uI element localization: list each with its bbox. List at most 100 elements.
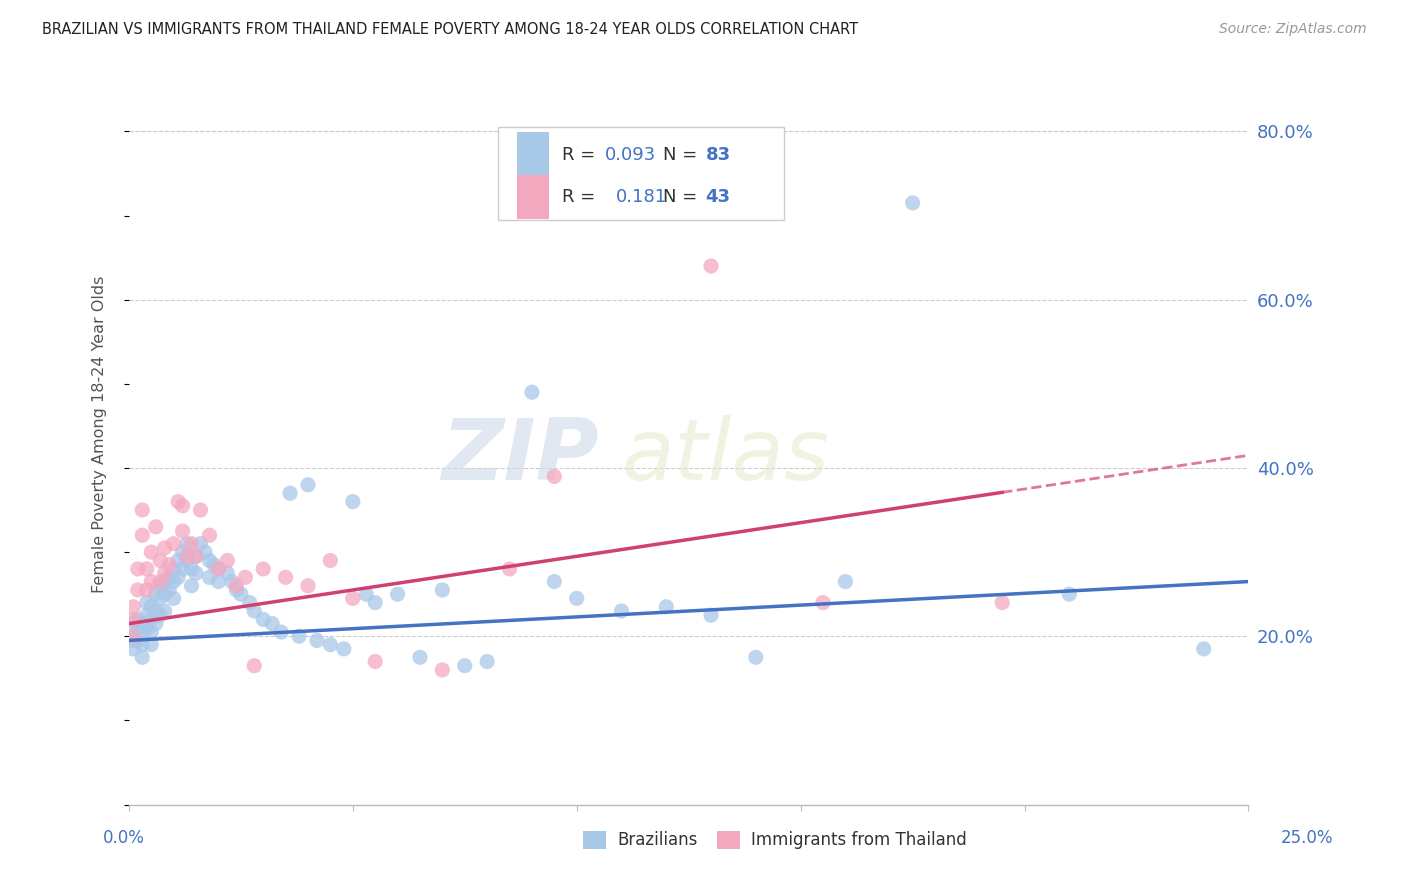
Point <box>131 625 153 640</box>
Point <box>239 596 262 610</box>
Point <box>202 558 225 572</box>
Text: Immigrants from Thailand: Immigrants from Thailand <box>751 831 966 849</box>
Point <box>122 612 145 626</box>
Point <box>180 537 202 551</box>
Text: atlas: atlas <box>621 415 830 498</box>
Point <box>333 641 356 656</box>
Point <box>270 625 292 640</box>
Text: N =: N = <box>662 145 703 163</box>
Point <box>184 549 207 564</box>
Point <box>184 566 207 581</box>
Point <box>180 579 202 593</box>
Point <box>610 604 633 618</box>
Point <box>297 477 319 491</box>
Point <box>194 545 217 559</box>
Point <box>163 591 186 606</box>
Text: Brazilians: Brazilians <box>617 831 697 849</box>
Text: 0.0%: 0.0% <box>103 829 145 847</box>
Point <box>163 574 186 589</box>
Point <box>432 582 454 597</box>
Point <box>198 528 221 542</box>
Point <box>131 638 153 652</box>
Text: ZIP: ZIP <box>441 415 599 498</box>
Point <box>127 612 149 626</box>
Point <box>1059 587 1081 601</box>
Point <box>135 621 157 635</box>
Point <box>122 641 145 656</box>
Text: 0.181: 0.181 <box>616 188 666 206</box>
FancyBboxPatch shape <box>517 132 548 177</box>
Text: 83: 83 <box>706 145 731 163</box>
Point <box>122 599 145 614</box>
Point <box>167 553 190 567</box>
Point <box>157 582 180 597</box>
Point <box>141 599 163 614</box>
Point <box>149 579 172 593</box>
Point <box>262 616 284 631</box>
Point <box>243 658 266 673</box>
Text: BRAZILIAN VS IMMIGRANTS FROM THAILAND FEMALE POVERTY AMONG 18-24 YEAR OLDS CORRE: BRAZILIAN VS IMMIGRANTS FROM THAILAND FE… <box>42 22 858 37</box>
Point <box>233 570 256 584</box>
Point <box>149 608 172 623</box>
Point <box>163 537 186 551</box>
Point <box>122 633 145 648</box>
Point <box>167 494 190 508</box>
Point <box>127 582 149 597</box>
Text: N =: N = <box>662 188 703 206</box>
Point <box>207 562 229 576</box>
Point <box>122 616 145 631</box>
Point <box>145 616 167 631</box>
Point <box>145 587 167 601</box>
Point <box>834 574 856 589</box>
Point <box>243 604 266 618</box>
Point <box>543 574 565 589</box>
Point <box>141 612 163 626</box>
Point <box>127 621 149 635</box>
Point <box>135 582 157 597</box>
Point <box>127 633 149 648</box>
Text: 43: 43 <box>706 188 731 206</box>
Point <box>141 545 163 559</box>
Point <box>157 558 180 572</box>
Point <box>520 385 543 400</box>
Point <box>135 562 157 576</box>
Point <box>141 574 163 589</box>
Point <box>167 570 190 584</box>
Point <box>131 650 153 665</box>
Point <box>153 604 176 618</box>
Point <box>454 658 477 673</box>
Point <box>305 633 328 648</box>
Point <box>409 650 432 665</box>
Point <box>198 553 221 567</box>
Point <box>131 503 153 517</box>
Point <box>172 545 194 559</box>
Point <box>811 596 834 610</box>
Point <box>288 629 311 643</box>
Point <box>252 562 274 576</box>
Point <box>319 553 342 567</box>
Point <box>217 553 239 567</box>
Point <box>274 570 297 584</box>
Point <box>342 591 364 606</box>
Point <box>991 596 1014 610</box>
Point <box>655 599 678 614</box>
FancyBboxPatch shape <box>498 127 783 219</box>
Point <box>131 616 153 631</box>
Point <box>700 259 723 273</box>
Point <box>475 655 498 669</box>
Point <box>172 524 194 538</box>
Point <box>141 638 163 652</box>
Point <box>252 612 274 626</box>
Point <box>207 562 229 576</box>
Point <box>229 587 252 601</box>
Point <box>172 499 194 513</box>
Point <box>135 608 157 623</box>
Point <box>176 549 198 564</box>
Text: 25.0%: 25.0% <box>1281 829 1333 847</box>
Text: Source: ZipAtlas.com: Source: ZipAtlas.com <box>1219 22 1367 37</box>
Point <box>745 650 768 665</box>
Point <box>180 562 202 576</box>
Point <box>184 549 207 564</box>
Point <box>190 503 212 517</box>
Point <box>207 574 229 589</box>
